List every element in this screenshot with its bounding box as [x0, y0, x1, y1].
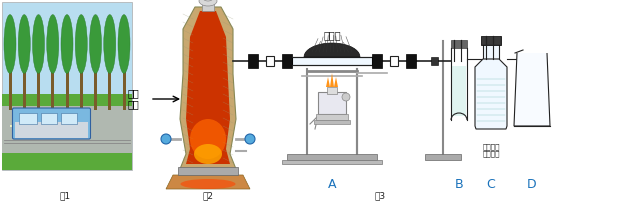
Bar	[483, 44, 499, 60]
Ellipse shape	[199, 0, 217, 7]
Bar	[80, 57, 83, 110]
Bar	[316, 114, 348, 120]
Polygon shape	[514, 54, 550, 126]
Bar	[451, 41, 467, 49]
Bar	[452, 67, 466, 116]
Circle shape	[342, 94, 350, 102]
Text: 图3: 图3	[374, 191, 386, 200]
Bar	[15, 123, 88, 138]
Bar	[2, 3, 132, 170]
Bar	[9, 57, 11, 110]
Polygon shape	[475, 60, 507, 129]
Bar	[40, 126, 48, 128]
Bar	[202, 2, 214, 12]
Bar	[178, 167, 238, 175]
Bar	[282, 160, 382, 164]
Bar	[372, 55, 382, 69]
Circle shape	[161, 134, 171, 144]
Ellipse shape	[89, 16, 102, 74]
Bar	[266, 57, 274, 67]
Ellipse shape	[190, 119, 226, 159]
Text: C: C	[487, 178, 495, 191]
Bar	[51, 57, 54, 110]
Text: B: B	[455, 178, 463, 191]
Polygon shape	[180, 8, 236, 169]
Ellipse shape	[18, 16, 30, 74]
Polygon shape	[330, 74, 334, 88]
Bar	[25, 126, 33, 128]
Ellipse shape	[4, 16, 16, 74]
Bar	[19, 113, 37, 124]
Bar	[55, 126, 63, 128]
Polygon shape	[304, 44, 360, 58]
Bar	[61, 113, 77, 124]
Bar	[37, 57, 40, 110]
Bar	[406, 55, 416, 69]
Bar	[314, 120, 350, 124]
Text: A: A	[328, 178, 336, 191]
Ellipse shape	[118, 16, 130, 74]
Polygon shape	[166, 175, 250, 189]
Circle shape	[245, 134, 255, 144]
Bar	[2, 95, 132, 170]
Bar	[122, 57, 125, 110]
Bar	[66, 57, 69, 110]
Ellipse shape	[47, 16, 59, 74]
Bar	[318, 93, 346, 114]
Bar	[10, 126, 18, 128]
Ellipse shape	[194, 144, 222, 164]
Bar	[22, 57, 26, 110]
Bar	[94, 57, 97, 110]
Polygon shape	[186, 12, 230, 164]
Bar	[425, 154, 461, 160]
Ellipse shape	[104, 16, 115, 74]
Text: 氧化铁: 氧化铁	[323, 30, 341, 40]
Bar	[248, 55, 258, 69]
Bar	[476, 77, 506, 124]
Ellipse shape	[203, 0, 213, 2]
Bar	[481, 37, 501, 46]
Ellipse shape	[76, 16, 87, 74]
Polygon shape	[326, 78, 330, 88]
Bar	[287, 154, 377, 160]
Text: D: D	[527, 178, 537, 191]
Ellipse shape	[180, 179, 235, 189]
Bar	[292, 58, 372, 66]
Polygon shape	[334, 78, 338, 88]
Bar	[390, 57, 398, 67]
Text: 一氧
化碳: 一氧 化碳	[127, 88, 139, 109]
Bar	[2, 107, 132, 153]
Text: 图1: 图1	[59, 191, 71, 200]
Bar	[41, 113, 57, 124]
Bar	[327, 88, 337, 94]
Bar	[108, 57, 111, 110]
Text: 图2: 图2	[203, 191, 213, 200]
Bar	[282, 55, 292, 69]
Bar	[431, 58, 438, 66]
FancyBboxPatch shape	[12, 109, 90, 139]
Ellipse shape	[61, 16, 73, 74]
Ellipse shape	[32, 16, 44, 74]
Text: 足量澄清
的石灰水: 足量澄清 的石灰水	[482, 142, 500, 156]
